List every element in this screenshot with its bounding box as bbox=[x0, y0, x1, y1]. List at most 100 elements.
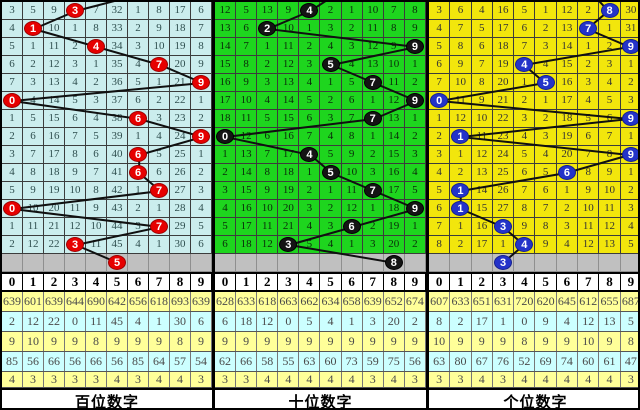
miss-count-cell: 4 bbox=[257, 92, 279, 110]
miss-count-cell: 6 bbox=[535, 182, 557, 200]
miss-count-cell: 2 bbox=[299, 38, 321, 56]
miss-count-cell: 0 bbox=[2, 92, 23, 110]
stats-cell: 658 bbox=[342, 292, 363, 311]
miss-count-cell: 4 bbox=[149, 128, 170, 146]
stats-cell: 80 bbox=[450, 352, 472, 371]
stats-cell: 61 bbox=[599, 352, 621, 371]
stats-cell: 3 bbox=[65, 372, 86, 387]
miss-count-cell: 7 bbox=[599, 128, 621, 146]
miss-count-cell: 6 bbox=[128, 146, 149, 164]
miss-count-cell: 16 bbox=[492, 2, 515, 20]
miss-count-cell: 5 bbox=[320, 56, 342, 74]
miss-count-cell: 11 bbox=[23, 218, 44, 236]
miss-count-cell: 14 bbox=[44, 92, 65, 110]
miss-count-cell: 1 bbox=[535, 92, 557, 110]
trend-row: 7 1 16 3 9 8 3 11 12 4 bbox=[429, 218, 638, 236]
trend-row: 1 11 21 12 10 44 3 7 29 5 bbox=[2, 218, 212, 236]
miss-count-cell: 10 bbox=[599, 182, 621, 200]
miss-count-cell: 8 bbox=[599, 2, 621, 20]
miss-count-cell: 7 bbox=[578, 146, 600, 164]
digit-header-cell: 6 bbox=[128, 274, 149, 290]
stats-cell: 56 bbox=[107, 352, 128, 371]
miss-count-cell: 18 bbox=[556, 110, 579, 128]
miss-count-cell: 10 bbox=[450, 74, 472, 92]
panel-title-hundreds: 百位数字 bbox=[2, 388, 212, 408]
stats-cell: 607 bbox=[429, 292, 451, 311]
miss-count-cell: 7 bbox=[514, 182, 536, 200]
miss-count-cell: 16 bbox=[383, 164, 405, 182]
miss-count-cell: 7 bbox=[149, 182, 170, 200]
miss-count-cell: 8 bbox=[191, 38, 212, 56]
pending-cell bbox=[471, 254, 493, 272]
stats-row-3: 9 10 9 9 8 9 9 9 8 9 bbox=[2, 332, 212, 352]
miss-count-cell: 2 bbox=[620, 182, 638, 200]
stats-cell: 54 bbox=[191, 352, 212, 371]
digit-header-cell: 2 bbox=[44, 274, 65, 290]
miss-count-cell: 6 bbox=[191, 236, 212, 254]
stats-cell: 720 bbox=[514, 292, 536, 311]
stats-cell: 76 bbox=[493, 352, 515, 371]
miss-count-cell: 5 bbox=[620, 236, 638, 254]
miss-count-cell: 7 bbox=[149, 56, 170, 74]
miss-count-cell: 1 bbox=[514, 74, 536, 92]
miss-count-cell: 2 bbox=[362, 218, 384, 236]
miss-count-cell: 4 bbox=[128, 56, 149, 74]
miss-count-cell: 5 bbox=[535, 164, 557, 182]
stats-cell: 4 bbox=[149, 372, 170, 387]
miss-count-cell: 7 bbox=[514, 38, 536, 56]
miss-count-cell: 9 bbox=[23, 182, 44, 200]
miss-count-cell: 4 bbox=[299, 74, 321, 92]
miss-count-cell: 5 bbox=[471, 20, 493, 38]
stats-cell: 8 bbox=[429, 312, 451, 331]
miss-count-cell: 9 bbox=[620, 38, 638, 56]
miss-count-cell: 3 bbox=[65, 56, 86, 74]
miss-count-cell: 1 bbox=[320, 182, 342, 200]
miss-count-cell: 7 bbox=[86, 2, 107, 20]
miss-count-cell: 8 bbox=[404, 2, 426, 20]
stats-cell: 9 bbox=[363, 332, 384, 351]
stats-cell: 628 bbox=[215, 292, 237, 311]
miss-count-cell: 8 bbox=[236, 56, 258, 74]
drawn-number-ball: 9 bbox=[405, 93, 424, 108]
pending-row: 5 bbox=[2, 254, 212, 272]
trend-row: 6 18 12 3 5 4 1 3 20 2 bbox=[215, 236, 426, 254]
miss-count-cell: 4 bbox=[578, 92, 600, 110]
miss-count-cell: 6 bbox=[86, 146, 107, 164]
miss-count-cell: 6 bbox=[65, 110, 86, 128]
miss-count-cell: 10 bbox=[65, 182, 86, 200]
miss-count-cell: 0 bbox=[215, 128, 237, 146]
miss-count-cell: 3 bbox=[362, 164, 384, 182]
miss-count-cell: 17 bbox=[44, 146, 65, 164]
stats-cell: 3 bbox=[44, 372, 65, 387]
stats-cell: 9 bbox=[405, 332, 426, 351]
miss-count-cell: 3 bbox=[578, 74, 600, 92]
miss-count-cell: 2 bbox=[191, 164, 212, 182]
miss-count-cell: 5 bbox=[86, 128, 107, 146]
digit-header-cell: 9 bbox=[191, 274, 212, 290]
miss-count-cell: 26 bbox=[170, 164, 191, 182]
miss-count-cell: 4 bbox=[620, 218, 638, 236]
miss-count-cell: 4 bbox=[86, 110, 107, 128]
stats-cell: 2 bbox=[450, 312, 472, 331]
miss-count-cell: 9 bbox=[236, 74, 258, 92]
stats-row-1: 639 601 639 644 690 642 656 618 693 639 bbox=[2, 292, 212, 312]
miss-count-cell: 15 bbox=[471, 200, 493, 218]
drawn-number-ball: 5 bbox=[321, 57, 340, 72]
miss-count-cell: 0 bbox=[2, 200, 23, 218]
miss-count-cell: 6 bbox=[429, 56, 451, 74]
miss-count-cell: 5 bbox=[299, 236, 321, 254]
miss-count-cell: 2 bbox=[450, 236, 472, 254]
miss-count-cell: 5 bbox=[23, 2, 44, 20]
stats-cell: 85 bbox=[2, 352, 23, 371]
miss-count-cell: 1 bbox=[450, 218, 472, 236]
miss-count-cell: 1 bbox=[450, 128, 472, 146]
miss-count-cell: 11 bbox=[257, 218, 279, 236]
trend-row: 5 17 11 21 4 3 6 2 19 1 bbox=[215, 218, 426, 236]
miss-count-cell: 7 bbox=[450, 20, 472, 38]
drawn-number-ball: 9 bbox=[621, 147, 638, 162]
miss-count-cell: 40 bbox=[107, 146, 128, 164]
pending-cell bbox=[429, 254, 451, 272]
digit-header-cell: 6 bbox=[342, 274, 363, 290]
